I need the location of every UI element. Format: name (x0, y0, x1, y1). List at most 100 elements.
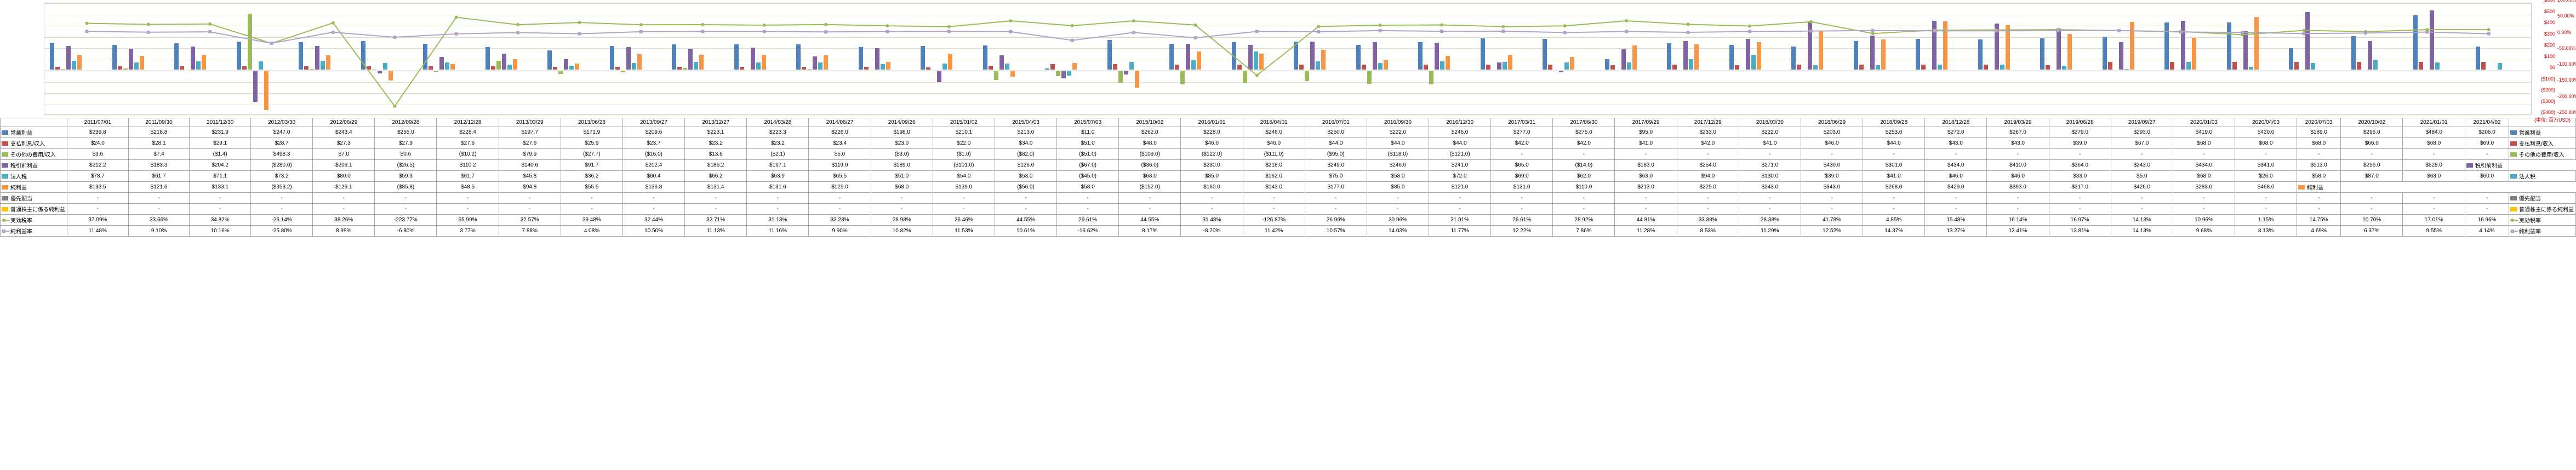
cell: 4.69% (2297, 226, 2341, 237)
cell: $53.0 (995, 171, 1056, 182)
cell: $23.2 (747, 138, 809, 149)
cell: $143.0 (1243, 182, 1305, 193)
cell: $58.0 (1367, 171, 1429, 182)
period-header: 2020/01/03 (2173, 118, 2235, 127)
cell: - (1057, 204, 1119, 215)
cell: $230.0 (1181, 160, 1243, 171)
cell: - (2049, 204, 2111, 215)
cell: $5.0 (2111, 171, 2173, 182)
cell: $13.6 (685, 149, 747, 160)
cell: $268.0 (1863, 182, 1925, 193)
cell: - (933, 193, 995, 204)
cell: - (2235, 193, 2297, 204)
cell: 44.81% (1615, 215, 1677, 226)
cell: - (2403, 149, 2465, 160)
cell: $41.0 (1739, 138, 1801, 149)
cell: $247.0 (251, 127, 313, 138)
cell: $131.4 (685, 182, 747, 193)
period-header: 2014/09/26 (871, 118, 933, 127)
cell: - (1553, 193, 1615, 204)
cell: - (1305, 204, 1367, 215)
cell: ($2.1) (747, 149, 809, 160)
cell: $434.0 (1925, 160, 1987, 171)
cell: $125.0 (809, 182, 871, 193)
cell: $26.0 (2235, 171, 2297, 182)
row-label-preferred_div: 優先配当 (1, 193, 67, 204)
row-label-net_income: 純利益 (1, 182, 67, 193)
y-axis-left: $600$500$400$300$200$100$0($100)($200)($… (2534, 0, 2556, 115)
cell: $209.6 (622, 127, 684, 138)
cell: $27.6 (499, 138, 561, 149)
cell: $253.0 (1863, 127, 1925, 138)
cell: -6.80% (375, 226, 437, 237)
cell: $225.0 (1677, 182, 1739, 193)
cell: ($10.2) (437, 149, 499, 160)
row-label-interest_expense: 支払利息/収入 (1, 138, 67, 149)
cell: ($67.0) (1057, 160, 1119, 171)
cell: - (128, 204, 190, 215)
cell: ($280.0) (251, 160, 313, 171)
cell: $63.0 (2403, 171, 2465, 182)
cell: - (871, 204, 933, 215)
cell: $39.0 (1801, 171, 1863, 182)
row-label-net_income: 純利益 (2297, 182, 2341, 193)
cell: $65.5 (809, 171, 871, 182)
cell: 31.13% (747, 215, 809, 226)
cell: $283.0 (2173, 182, 2235, 193)
cell: 3.77% (437, 226, 499, 237)
cell: - (2173, 193, 2235, 204)
cell: -126.87% (1243, 215, 1305, 226)
cell: $85.0 (1181, 171, 1243, 182)
cell: ($353.2) (251, 182, 313, 193)
cell: $429.0 (1925, 182, 1987, 193)
period-header: 2015/07/03 (1057, 118, 1119, 127)
period-header: 2018/03/30 (1739, 118, 1801, 127)
cell: - (190, 204, 251, 215)
cell: $410.0 (1987, 160, 2049, 171)
cell: $42.0 (1677, 138, 1739, 149)
period-header: 2019/03/29 (1987, 118, 2049, 127)
cell: - (1181, 193, 1243, 204)
cell: $133.1 (190, 182, 251, 193)
period-header: 2015/04/03 (995, 118, 1056, 127)
cell: $29.1 (190, 138, 251, 149)
period-header: 2011/12/30 (190, 118, 251, 127)
cell: 38.26% (313, 215, 375, 226)
row-label-preferred_div: 優先配当 (2509, 193, 2576, 204)
cell: - (1987, 149, 2049, 160)
cell: - (1925, 193, 1987, 204)
cell: ($26.5) (375, 160, 437, 171)
cell: $228.4 (437, 127, 499, 138)
cell: - (1491, 149, 1553, 160)
cell: $160.0 (1181, 182, 1243, 193)
cell: 10.82% (871, 226, 933, 237)
cell: ($152.0) (1119, 182, 1181, 193)
cell: $243.0 (2111, 160, 2173, 171)
cell: - (1677, 149, 1739, 160)
cell: $131.0 (1491, 182, 1553, 193)
cell: - (1305, 193, 1367, 204)
y-axis-right: 100.00%50.00%0.00%-50.00%-100.00%-150.00… (2556, 0, 2576, 115)
cell: $23.4 (809, 138, 871, 149)
cell: - (1181, 204, 1243, 215)
cell: 16.14% (1987, 215, 2049, 226)
cell: $218.8 (128, 127, 190, 138)
cell: $28.7 (251, 138, 313, 149)
cell: 13.41% (1987, 226, 2049, 237)
cell: $59.3 (375, 171, 437, 182)
cell: ($111.0) (1243, 149, 1305, 160)
cell: - (1243, 193, 1305, 204)
cell: - (1925, 204, 1987, 215)
cell: 14.13% (2111, 215, 2173, 226)
cell: $204.2 (190, 160, 251, 171)
cell: $34.0 (995, 138, 1056, 149)
cell: $44.0 (1429, 138, 1490, 149)
cell: - (622, 193, 684, 204)
cell: $223.1 (685, 127, 747, 138)
period-header: 2014/06/27 (809, 118, 871, 127)
cell: 11.29% (1739, 226, 1801, 237)
cell: - (2111, 193, 2173, 204)
cell: $46.0 (1925, 171, 1987, 182)
cell: 7.86% (1553, 226, 1615, 237)
cell: - (67, 193, 129, 204)
